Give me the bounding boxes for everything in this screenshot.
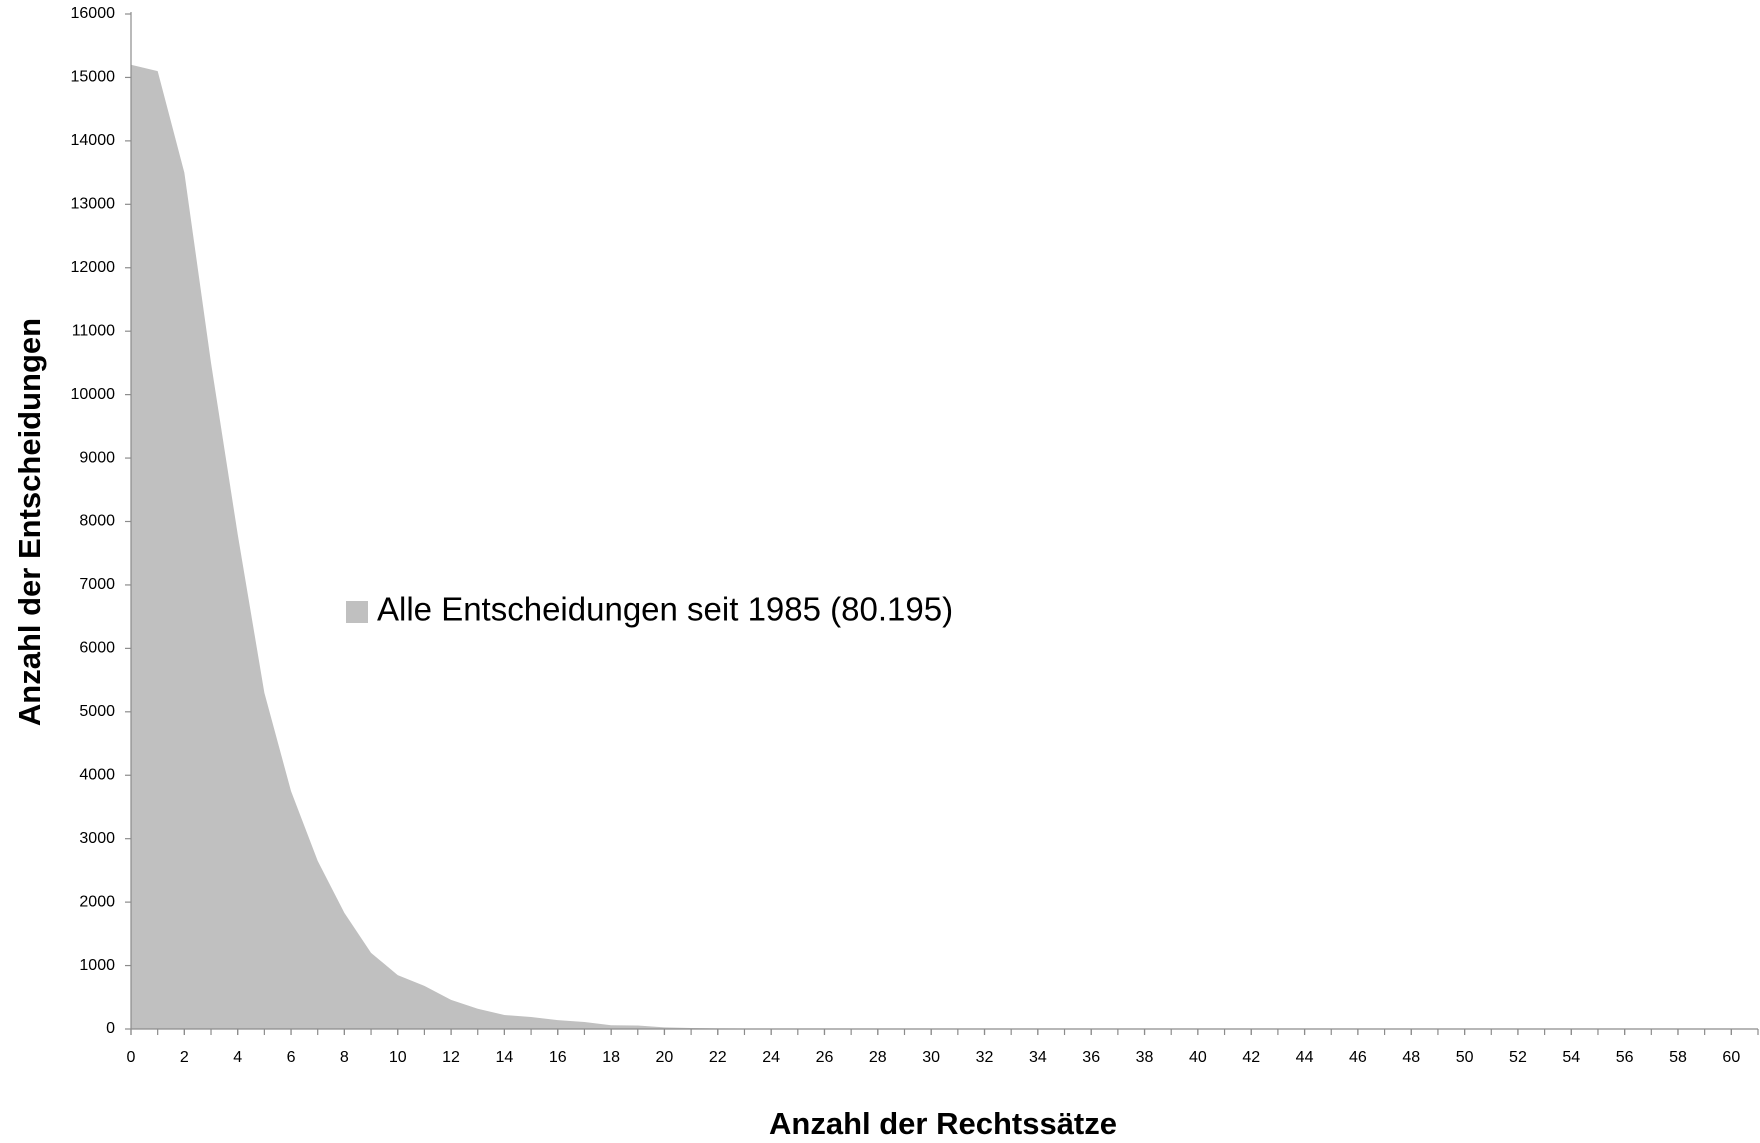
y-tick-label: 2000 — [79, 893, 115, 910]
legend-label: Alle Entscheidungen seit 1985 (80.195) — [377, 591, 953, 628]
y-tick-label: 12000 — [71, 259, 116, 276]
x-tick-label: 8 — [340, 1049, 349, 1066]
x-tick-label: 60 — [1722, 1049, 1740, 1066]
y-tick-label: 0 — [106, 1020, 115, 1037]
x-tick-label: 50 — [1456, 1049, 1474, 1066]
x-tick-label: 54 — [1562, 1049, 1580, 1066]
y-tick-label: 4000 — [79, 766, 115, 783]
x-axis-title: Anzahl der Rechtssätze — [769, 1106, 1117, 1141]
y-tick-label: 15000 — [71, 69, 116, 86]
x-tick-label: 14 — [496, 1049, 514, 1066]
y-tick-label: 14000 — [71, 132, 116, 149]
y-tick-label: 8000 — [79, 513, 115, 530]
y-tick-label: 6000 — [79, 640, 115, 657]
x-tick-label: 42 — [1242, 1049, 1260, 1066]
y-tick-label: 7000 — [79, 576, 115, 593]
x-tick-label: 6 — [287, 1049, 296, 1066]
x-tick-label: 30 — [922, 1049, 940, 1066]
x-tick-label: 34 — [1029, 1049, 1047, 1066]
y-tick-label: 1000 — [79, 957, 115, 974]
x-tick-label: 4 — [233, 1049, 242, 1066]
x-tick-label: 56 — [1616, 1049, 1634, 1066]
x-tick-label: 26 — [816, 1049, 834, 1066]
x-tick-label: 38 — [1136, 1049, 1154, 1066]
x-tick-label: 24 — [762, 1049, 780, 1066]
y-tick-label: 16000 — [71, 5, 116, 22]
x-tick-label: 10 — [389, 1049, 407, 1066]
x-tick-label: 18 — [602, 1049, 620, 1066]
x-tick-label: 16 — [549, 1049, 567, 1066]
y-tick-label: 11000 — [72, 322, 115, 339]
y-tick-label: 3000 — [79, 830, 115, 847]
x-tick-label: 46 — [1349, 1049, 1367, 1066]
area — [131, 64, 1758, 1029]
x-tick-label: 58 — [1669, 1049, 1687, 1066]
legend-swatch — [346, 601, 368, 623]
y-tick-label: 9000 — [79, 449, 115, 466]
y-tick-label: 10000 — [71, 386, 116, 403]
y-axis-title: Anzahl der Entscheidungen — [12, 318, 47, 726]
y-tick-label: 5000 — [79, 703, 115, 720]
x-tick-label: 2 — [180, 1049, 189, 1066]
x-tick-label: 48 — [1402, 1049, 1420, 1066]
x-tick-label: 32 — [976, 1049, 994, 1066]
x-tick-label: 36 — [1082, 1049, 1100, 1066]
x-tick-label: 12 — [442, 1049, 460, 1066]
x-tick-label: 22 — [709, 1049, 727, 1066]
x-tick-label: 28 — [869, 1049, 887, 1066]
x-tick-label: 20 — [656, 1049, 674, 1066]
x-tick-label: 44 — [1296, 1049, 1314, 1066]
y-tick-label: 13000 — [71, 196, 116, 213]
x-tick-label: 40 — [1189, 1049, 1207, 1066]
x-tick-label: 0 — [127, 1049, 136, 1066]
x-tick-label: 52 — [1509, 1049, 1527, 1066]
